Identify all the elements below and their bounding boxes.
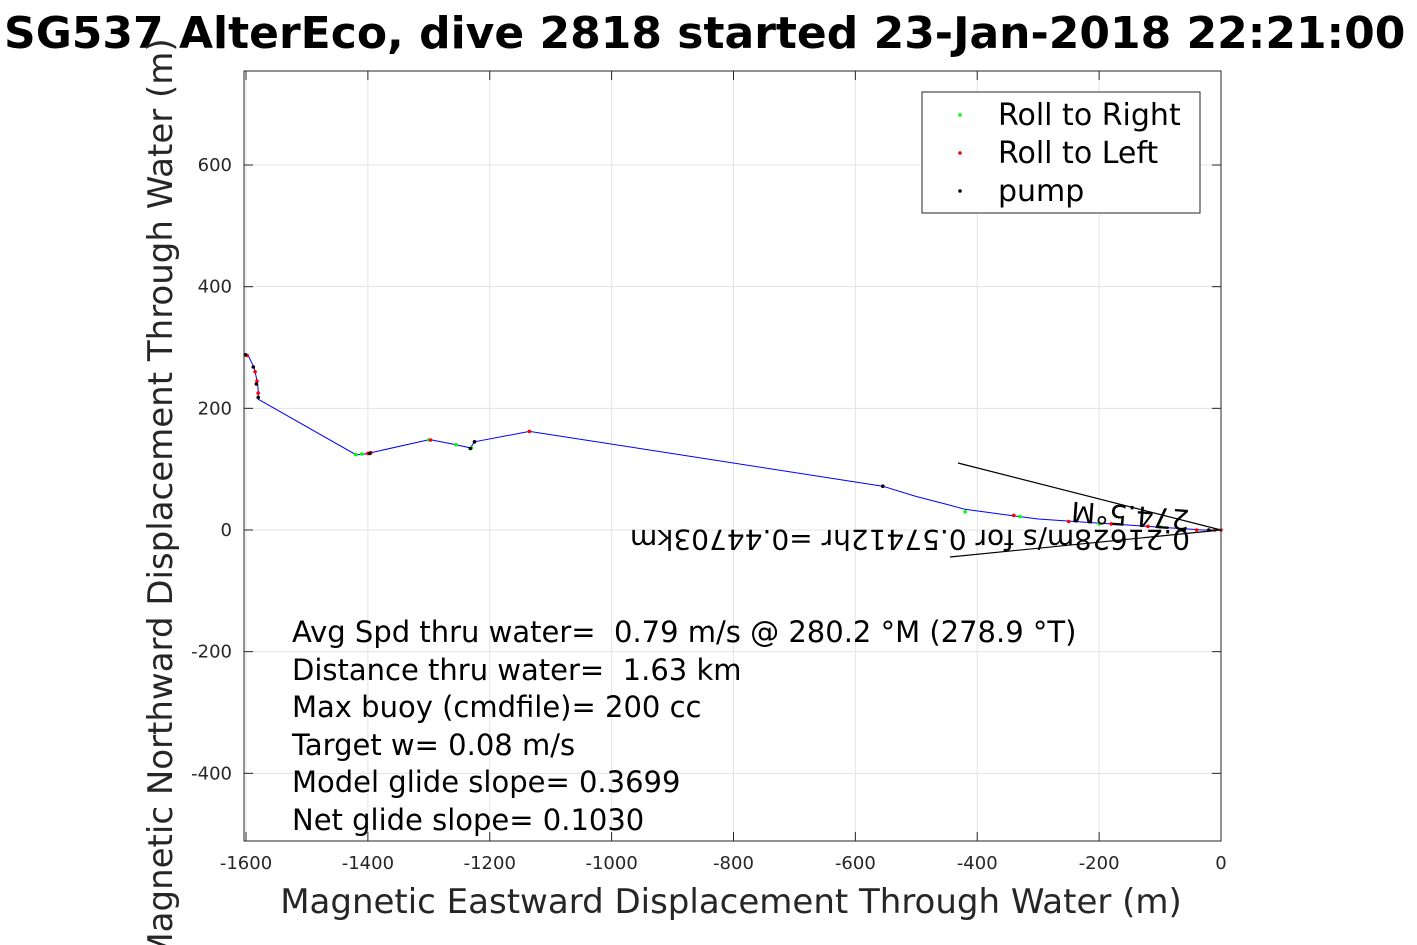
pump-marker — [367, 451, 372, 456]
roll-left-marker — [1146, 524, 1150, 529]
stat-max-buoy: Max buoy (cmdfile)= 200 cc — [292, 690, 701, 724]
vector-heading-label: 274.5°M — [1070, 495, 1190, 536]
roll-right-marker — [1158, 525, 1162, 529]
x-axis-label: Magnetic Eastward Displacement Through W… — [280, 882, 1182, 922]
x-tick-label: -800 — [713, 853, 754, 874]
roll-left-marker — [1109, 522, 1114, 526]
pump-marker — [1182, 527, 1187, 532]
roll-left-marker — [428, 438, 433, 442]
stats-block: Avg Spd thru water= 0.79 m/s @ 280.2 °M … — [291, 615, 1076, 837]
stat-distance: Distance thru water= 1.63 km — [292, 653, 742, 687]
stat-target-w: Target w= 0.08 m/s — [291, 728, 575, 762]
axes-frame — [243, 70, 1222, 842]
legend-marker-roll-left — [958, 151, 962, 155]
x-tick-label: -1600 — [220, 853, 272, 874]
roll-left-marker — [256, 391, 261, 395]
roll-right-marker — [353, 452, 358, 457]
legend-marker-pump — [958, 189, 962, 193]
y-tick-label: -400 — [191, 763, 232, 784]
legend-box — [921, 91, 1201, 214]
roll-left-marker — [1066, 519, 1071, 524]
roll-left-marker — [1194, 528, 1199, 532]
x-tick-label: -400 — [957, 853, 998, 874]
pump-marker — [472, 440, 477, 444]
legend-label-pump: pump — [998, 174, 1084, 209]
stat-model-glide-slope: Model glide slope= 0.3699 — [292, 765, 680, 799]
x-tick-labels: -1600 -1400 -1200 -1000 -800 -600 -400 -200 0 — [220, 853, 1227, 874]
x-tick-label: 0 — [1215, 853, 1226, 874]
chart-title: SG537 AlterEco, dive 2818 started 23-Jan… — [4, 8, 1405, 59]
y-tick-label: 200 — [198, 398, 232, 419]
roll-right-marker — [963, 510, 967, 514]
x-tick-label: -1200 — [464, 853, 516, 874]
legend-label-roll-left: Roll to Left — [998, 136, 1158, 171]
current-vector: 0.21628m/s for 0.57412hr =0.44703km 274.… — [630, 462, 1222, 558]
pump-marker — [251, 365, 256, 369]
pump-marker — [881, 484, 885, 489]
stat-avg-speed: Avg Spd thru water= 0.79 m/s @ 280.2 °M … — [292, 615, 1076, 649]
x-tick-label: -1400 — [342, 853, 394, 874]
current-vector-label: 0.21628m/s for 0.57412hr =0.44703km — [630, 523, 1190, 556]
legend-marker-roll-right — [958, 113, 962, 117]
x-tick-label: -600 — [835, 853, 876, 874]
stat-net-glide-slope: Net glide slope= 0.1030 — [292, 803, 644, 837]
pump-marker — [254, 382, 259, 386]
roll-left-marker — [527, 429, 532, 434]
roll-left-marker — [255, 379, 259, 383]
tick-marks — [244, 71, 1222, 841]
roll-left-marker — [1012, 513, 1016, 518]
vector-lower-line — [949, 529, 1222, 558]
roll-left-marker — [253, 370, 257, 374]
y-tick-label: 400 — [198, 277, 232, 298]
y-tick-label: 600 — [198, 155, 232, 176]
y-tick-label: 0 — [221, 520, 232, 541]
pump-marker — [468, 446, 473, 451]
vector-upper-line — [957, 462, 1222, 531]
y-tick-labels: -400 -200 0 200 400 600 — [191, 155, 232, 784]
roll-right-marker — [360, 452, 364, 456]
roll-right-marker — [1097, 522, 1101, 526]
roll-right-marker — [454, 443, 459, 447]
x-tick-label: -1000 — [585, 853, 637, 874]
y-tick-label: -200 — [191, 642, 232, 663]
roll-right-marker — [1018, 514, 1022, 519]
legend: Roll to Right Roll to Left pump — [921, 91, 1201, 214]
legend-label-roll-right: Roll to Right — [998, 98, 1181, 133]
x-tick-label: -200 — [1079, 853, 1120, 874]
pump-marker — [256, 395, 261, 400]
y-axis-label: Magnetic Northward Displacement Through … — [141, 38, 181, 945]
